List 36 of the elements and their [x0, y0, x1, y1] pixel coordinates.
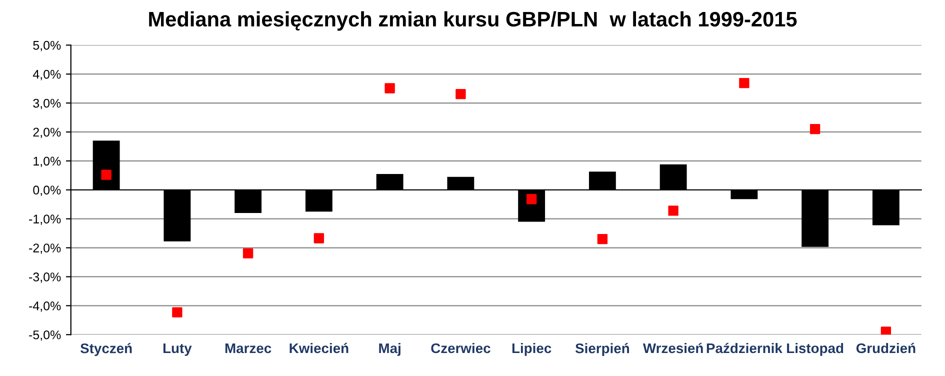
point: [739, 78, 750, 88]
point: [101, 170, 112, 180]
point: [597, 234, 608, 244]
y-tick-label: -4,0%: [29, 301, 61, 312]
x-tick-label: Październik: [706, 342, 782, 354]
y-tick-label: 2,0%: [33, 128, 61, 138]
y-tick-label: 5,0%: [33, 40, 61, 52]
x-tick-label: Listopad: [787, 342, 844, 356]
x-tick-label: Grudzień: [856, 342, 916, 354]
point: [880, 326, 892, 335]
y-tick-label: 3,0%: [33, 98, 61, 110]
point: [668, 206, 678, 216]
y-tick-label: 1,0%: [34, 156, 61, 168]
x-tick-label: Maj: [379, 342, 400, 356]
point: [242, 248, 254, 258]
point: [810, 124, 820, 134]
y-tick-label: -3,0%: [29, 272, 61, 283]
y-tick-label: 0,0%: [33, 186, 61, 196]
y-tick-label: -5,0%: [29, 330, 61, 341]
x-tick-label: Wrzesień: [642, 342, 703, 354]
point: [384, 83, 395, 94]
x-tick-label: Sierpień: [575, 342, 629, 356]
point: [172, 307, 182, 318]
point: [314, 233, 324, 244]
point: [456, 88, 466, 100]
x-tick-label: Marzec: [225, 343, 272, 354]
x-tick-label: Lipiec: [512, 342, 552, 356]
x-tick-label: Czerwiec: [431, 342, 490, 354]
y-tick-label: 4,0%: [32, 70, 61, 80]
chart-title: Mediana miesięcznych zmian kursu GBP/PLN w latach 1999-2015: [149, 11, 797, 31]
point: [526, 194, 537, 204]
x-tick-label: Kwiecień: [290, 342, 348, 354]
x-tick-label: Styczeń: [80, 342, 132, 356]
y-tick-label: -2,0%: [29, 244, 61, 254]
x-tick-label: Luty: [163, 343, 192, 356]
y-tick-label: -1,0%: [29, 214, 61, 225]
